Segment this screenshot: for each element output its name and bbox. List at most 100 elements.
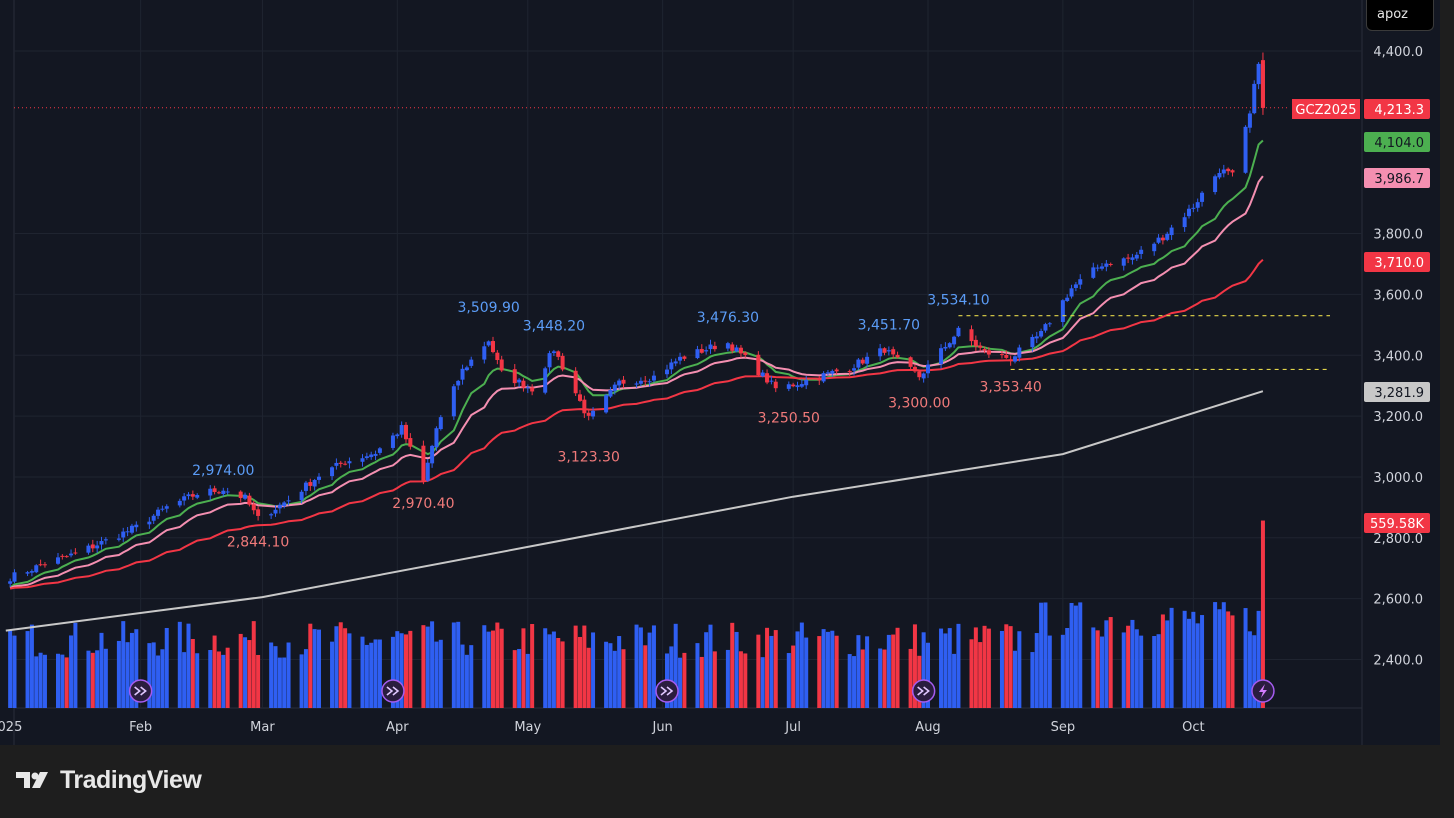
volume-bar: [1108, 617, 1113, 708]
candle-body: [208, 488, 213, 496]
candle-body: [956, 327, 961, 337]
candle-body: [69, 553, 74, 556]
volume-bar: [730, 622, 735, 708]
user-badge[interactable]: apoz: [1366, 0, 1434, 31]
candle-body: [1213, 176, 1218, 193]
price-tag-bg: [1364, 132, 1430, 152]
candle-body: [530, 387, 535, 392]
candle-body: [103, 539, 108, 541]
candle-body: [1095, 267, 1100, 269]
candle-body: [186, 494, 191, 497]
volume-bar: [852, 656, 857, 708]
candle-body: [891, 349, 896, 355]
volume-bar: [1256, 610, 1261, 708]
candle-body: [190, 494, 195, 497]
price-tag: 4,104.0: [1374, 136, 1424, 151]
volume-bar: [1165, 620, 1170, 708]
volume-bar: [277, 657, 282, 708]
volume-bar: [12, 635, 17, 708]
volume-bar: [338, 622, 343, 708]
volume-bar: [1130, 619, 1135, 708]
volume-bar: [195, 653, 200, 708]
candle-body: [634, 383, 639, 385]
candle-body: [621, 379, 626, 384]
candle-body: [1187, 208, 1191, 217]
ema-line: [9, 175, 1264, 590]
candle-body: [543, 368, 548, 393]
candle-body: [164, 506, 169, 509]
candle-body: [947, 343, 952, 348]
candle-body: [1073, 284, 1078, 288]
candle-body: [673, 361, 678, 364]
low-annotation: 2,970.40: [392, 496, 454, 512]
candle-body: [712, 345, 717, 350]
volume-bar: [282, 657, 287, 708]
candle-body: [338, 462, 343, 464]
candle-body: [847, 370, 852, 372]
candle-body: [269, 514, 274, 516]
volume-bar: [425, 626, 430, 708]
candle-body: [825, 372, 830, 374]
volume-bar: [216, 651, 221, 708]
volume-bar: [521, 628, 526, 708]
candle-body: [364, 456, 369, 459]
x-tick-label: Feb: [129, 720, 152, 735]
candle-body: [795, 385, 800, 388]
candle-body: [90, 544, 95, 549]
volume-bar: [1200, 615, 1205, 708]
volume-bar: [769, 635, 774, 708]
volume-bar: [926, 642, 930, 708]
volume-bar: [947, 628, 952, 708]
volume-bar: [573, 625, 578, 708]
volume-bar: [460, 644, 465, 708]
volume-bar: [286, 642, 291, 708]
price-chart[interactable]: 4,400.0 3,800.0 3,600.0 3,400.0 3,200.0 3,000…: [0, 0, 1440, 745]
volume-bar: [1221, 602, 1226, 708]
chart-frame[interactable]: 4,400.0 3,800.0 3,600.0 3,400.0 3,200.0 3,000…: [0, 0, 1440, 745]
volume-bar: [499, 628, 504, 708]
volume-bar: [495, 622, 500, 708]
candle-body: [978, 345, 983, 348]
volume-bar: [1065, 627, 1070, 708]
symbol-tag-bg: [1292, 99, 1360, 119]
candle-body: [73, 552, 78, 554]
chevron-right-icon: [386, 686, 400, 696]
candle-body: [512, 369, 517, 384]
volume-bar: [1073, 605, 1078, 708]
volume-bar: [399, 633, 404, 708]
volume-bar: [621, 649, 626, 708]
candle-body: [225, 491, 230, 493]
candle-body: [12, 572, 17, 582]
candle-body: [1013, 356, 1017, 362]
volume-bar: [860, 649, 865, 708]
volume-bar: [1039, 602, 1044, 708]
x-tick-label: 2025: [0, 720, 22, 735]
volume-bar: [456, 621, 461, 708]
volume-bar: [1252, 635, 1257, 708]
volume-bar: [451, 622, 456, 708]
volume-bar: [273, 646, 278, 708]
chart-background: [0, 0, 1440, 745]
volume-bar: [886, 634, 891, 708]
candle-body: [60, 555, 65, 557]
volume-bar: [908, 648, 913, 708]
volume-bar: [1156, 634, 1161, 708]
candle-body: [773, 381, 778, 389]
candle-body: [390, 435, 395, 448]
volume-bar: [1247, 631, 1252, 708]
candle-body: [86, 545, 91, 553]
candle-body: [216, 492, 221, 494]
candle-body: [1108, 263, 1113, 265]
price-tag: 559.58K: [1370, 517, 1424, 532]
volume-bar: [408, 630, 413, 708]
volume-bar: [895, 627, 900, 708]
volume-bar: [608, 643, 613, 708]
candle-body: [760, 372, 765, 377]
y-tick-label: 2,400.0: [1373, 654, 1423, 669]
volume-bar: [856, 635, 861, 708]
volume-bar: [1134, 629, 1139, 708]
candle-body: [256, 509, 261, 516]
candle-body: [1034, 336, 1039, 339]
candle-body: [799, 384, 804, 387]
volume-bar: [1095, 630, 1100, 708]
